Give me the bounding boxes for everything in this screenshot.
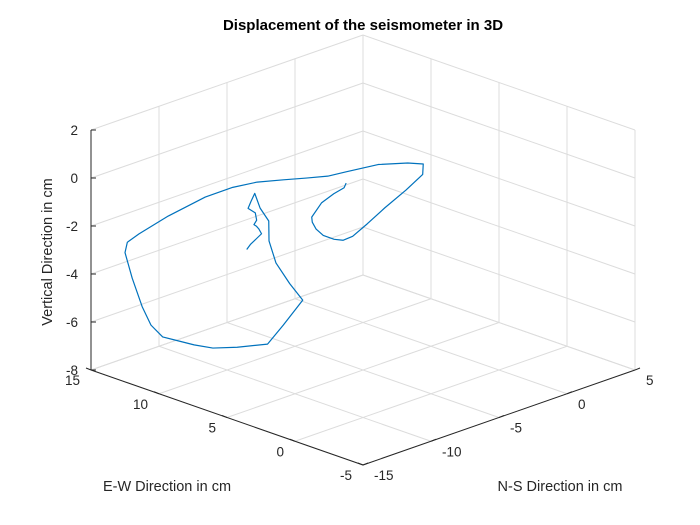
y-tick-label: -5	[340, 468, 352, 483]
x-tick-mark	[362, 462, 369, 466]
floor-grid-line	[294, 345, 568, 442]
z-tick-label: -4	[66, 267, 78, 282]
y-tick-mark	[357, 462, 364, 466]
x-tick-label: 5	[646, 373, 654, 388]
x-axis-label: N-S Direction in cm	[498, 479, 623, 495]
floor-grid-line	[158, 298, 432, 395]
side-wall-grid-line	[362, 130, 636, 227]
x-tick-mark	[634, 367, 641, 371]
x-tick-label: -5	[510, 421, 522, 436]
x-tick-mark	[430, 438, 437, 442]
y-tick-label: 0	[276, 444, 284, 459]
back-wall-grid-line	[90, 34, 364, 131]
back-wall-grid-line	[90, 178, 364, 275]
chart-title: Displacement of the seismometer in 3D	[223, 17, 503, 34]
floor-grid-line	[226, 322, 500, 418]
back-wall-grid-line	[90, 226, 364, 323]
z-tick-label: -2	[66, 219, 78, 234]
grid-lines	[90, 34, 636, 466]
back-wall-grid-line	[90, 130, 364, 227]
z-tick-label: -6	[66, 315, 78, 330]
x-tick-label: -10	[442, 444, 462, 459]
displacement-line	[124, 162, 424, 349]
x-tick-label: -15	[374, 468, 394, 483]
y-tick-mark	[85, 367, 92, 371]
back-wall-grid-line	[90, 274, 364, 371]
y-tick-mark	[221, 415, 228, 418]
side-wall-grid-line	[362, 274, 636, 371]
side-wall-grid-line	[362, 34, 636, 131]
y-tick-label: 15	[65, 373, 80, 388]
z-axis-label: Vertical Direction in cm	[40, 178, 56, 325]
side-wall-grid-line	[362, 82, 636, 179]
y-tick-mark	[289, 438, 296, 442]
z-tick-label: -8	[66, 363, 78, 378]
tick-labels: -15 -10 -5 0 5 -5 0 5 10 15-8 -6 -4 -2 0 2	[65, 123, 654, 483]
plot-area	[124, 162, 424, 349]
z-tick-label: 2	[70, 123, 78, 138]
z-tick-label: 0	[70, 171, 78, 186]
side-wall-grid-line	[362, 226, 636, 323]
y-tick-mark	[153, 391, 160, 395]
x-tick-mark	[566, 391, 573, 395]
y-tick-label: 10	[133, 397, 148, 412]
y-axis-label: E-W Direction in cm	[103, 479, 231, 495]
x-tick-mark	[498, 415, 505, 418]
x-tick-label: 0	[578, 397, 586, 412]
side-wall-grid-line	[362, 178, 636, 275]
back-wall-grid-line	[90, 82, 364, 179]
y-tick-label: 5	[208, 421, 216, 436]
axes-box	[85, 129, 641, 466]
